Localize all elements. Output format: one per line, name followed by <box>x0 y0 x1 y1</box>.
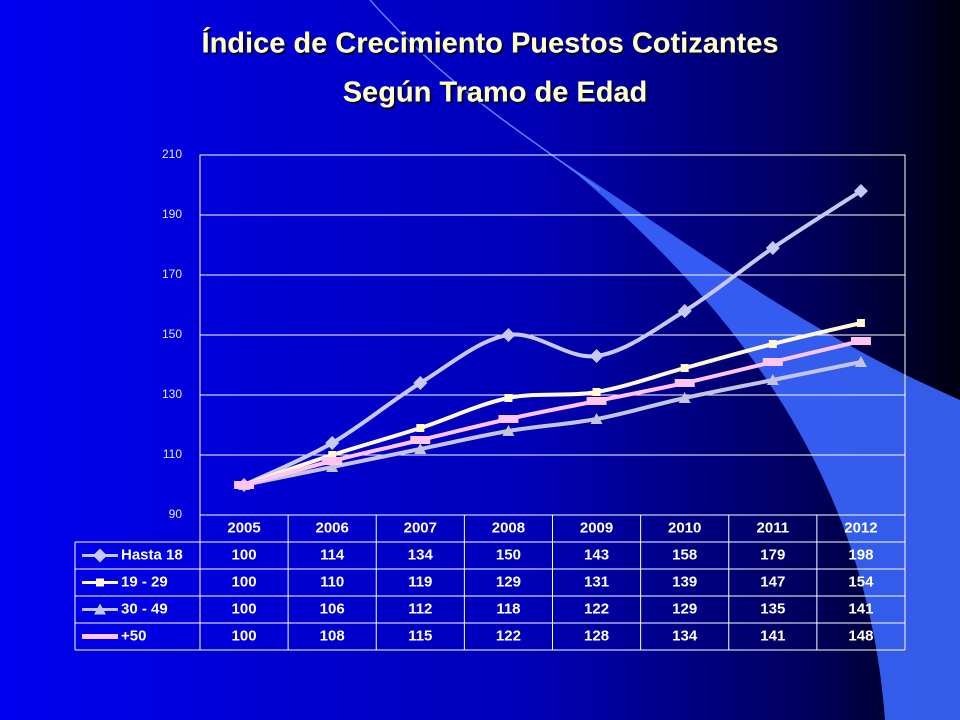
table-cell: 143 <box>584 546 609 563</box>
marker <box>498 415 519 423</box>
marker <box>502 425 515 436</box>
y-tick-label: 110 <box>163 447 182 461</box>
marker <box>590 413 603 424</box>
table-cell: 100 <box>232 600 257 617</box>
y-tick-label: 130 <box>162 387 182 401</box>
marker <box>416 424 425 432</box>
legend-label: Hasta 18 <box>121 546 183 563</box>
marker <box>856 319 865 327</box>
table-cell: 141 <box>760 627 785 644</box>
table-header: 2009 <box>580 519 613 536</box>
marker <box>234 481 255 489</box>
table-cell: 134 <box>672 627 698 644</box>
table-cell: 150 <box>496 546 521 563</box>
marker <box>589 349 604 363</box>
series-line <box>243 321 862 487</box>
chart-title: Índice de Crecimiento Puestos Cotizantes <box>202 26 779 60</box>
y-tick-label: 170 <box>162 267 182 281</box>
table-header: 2010 <box>668 519 701 536</box>
marker <box>592 388 601 396</box>
table-cell: 134 <box>408 546 434 563</box>
table-header: 2005 <box>227 519 260 536</box>
marker <box>853 184 868 198</box>
marker <box>768 340 777 348</box>
table-header: 2012 <box>844 519 877 536</box>
marker <box>850 337 871 345</box>
swoosh <box>560 160 960 720</box>
table-cell: 122 <box>584 600 609 617</box>
marker <box>410 436 431 444</box>
marker <box>328 451 337 459</box>
table-cell: 148 <box>848 627 873 644</box>
table-cell: 198 <box>848 546 873 563</box>
table-cell: 110 <box>320 573 344 590</box>
table-cell: 131 <box>584 573 609 590</box>
table-header: 2007 <box>404 519 437 536</box>
table-cell: 100 <box>232 573 257 590</box>
marker <box>678 392 691 403</box>
table-cell: 119 <box>408 573 432 590</box>
marker <box>326 461 339 472</box>
marker <box>586 397 607 405</box>
legend-label: 30 - 49 <box>121 600 168 617</box>
marker <box>504 394 513 402</box>
marker <box>414 443 427 454</box>
legend-label: 19 - 29 <box>121 573 168 590</box>
table-cell: 141 <box>848 600 873 617</box>
marker <box>325 436 340 450</box>
y-tick-label: 210 <box>162 147 182 161</box>
marker <box>680 364 689 372</box>
table-header: 2006 <box>316 519 349 536</box>
marker <box>766 374 779 385</box>
legend-label: +50 <box>121 627 146 644</box>
table-cell: 147 <box>760 573 785 590</box>
table-cell: 100 <box>232 627 257 644</box>
table-header: 2008 <box>492 519 525 536</box>
table-cell: 122 <box>496 627 521 644</box>
y-tick-label: 150 <box>162 327 182 341</box>
table-cell: 128 <box>584 627 609 644</box>
marker <box>765 241 780 255</box>
marker <box>674 379 695 387</box>
table-cell: 114 <box>320 546 345 563</box>
table-cell: 135 <box>760 600 785 617</box>
marker <box>677 304 692 318</box>
table-cell: 118 <box>496 600 520 617</box>
chart-title: Según Tramo de Edad <box>343 77 648 109</box>
table-cell: 154 <box>848 573 874 590</box>
y-tick-label: 190 <box>162 207 182 221</box>
table-cell: 115 <box>408 627 432 644</box>
marker <box>413 376 428 390</box>
table-cell: 106 <box>320 600 345 617</box>
series-line <box>243 189 863 487</box>
y-tick-label: 90 <box>169 507 183 521</box>
table-cell: 112 <box>408 600 432 617</box>
table-cell: 139 <box>672 573 697 590</box>
marker <box>762 358 783 366</box>
swoosh-line <box>369 0 601 191</box>
legend-marker <box>96 578 104 587</box>
table-cell: 129 <box>672 600 697 617</box>
legend-marker <box>93 548 107 563</box>
table-header: 2011 <box>757 519 790 536</box>
marker <box>854 356 867 367</box>
table-cell: 100 <box>232 546 257 563</box>
table-cell: 158 <box>672 546 697 563</box>
legend-marker <box>94 603 106 615</box>
series-line <box>243 360 862 487</box>
marker <box>322 457 343 465</box>
table-cell: 179 <box>760 546 785 563</box>
table-cell: 108 <box>320 627 345 644</box>
table-cell: 129 <box>496 573 521 590</box>
marker <box>501 328 516 342</box>
